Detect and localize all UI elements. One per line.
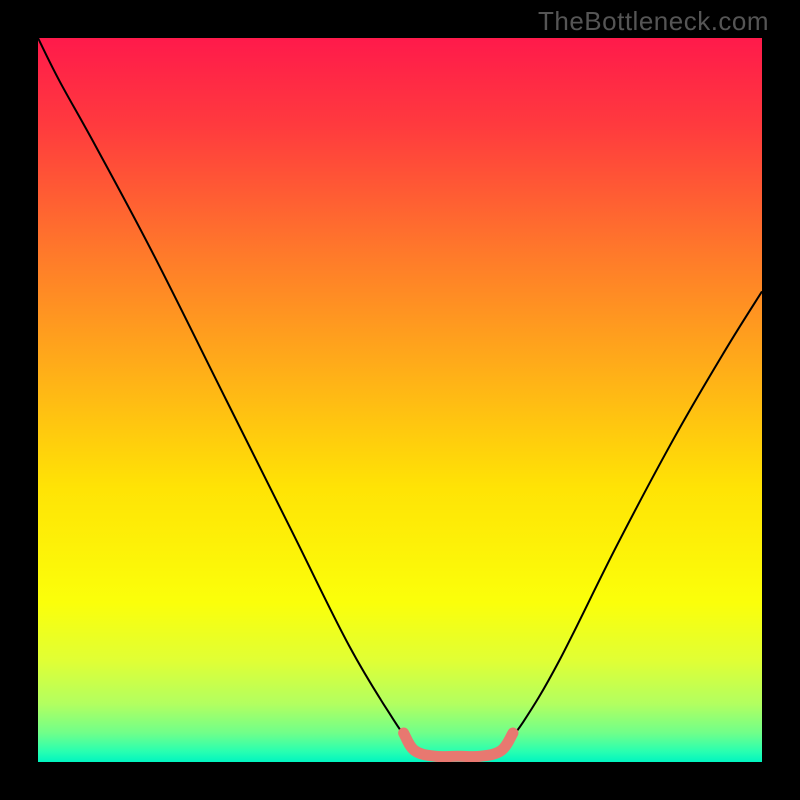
- plot-area: [38, 38, 762, 762]
- gradient-background: [38, 38, 762, 762]
- chart-svg: [38, 38, 762, 762]
- watermark-text: TheBottleneck.com: [538, 6, 769, 37]
